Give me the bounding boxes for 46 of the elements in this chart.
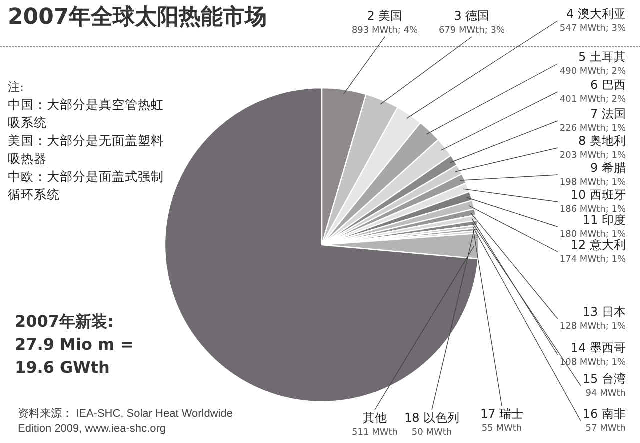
data-label: 128 MWth; 1% <box>560 322 626 332</box>
data-label: 893 MWth; 4% <box>352 26 418 36</box>
data-label: 57 MWth <box>586 424 626 434</box>
data-label: 401 MWth; 2% <box>560 95 626 105</box>
data-label: 94 MWth <box>586 389 626 399</box>
data-label: 490 MWth; 2% <box>560 67 626 77</box>
text: 中国：大部分是真空管热虹吸系统 <box>8 97 164 130</box>
text: 中欧：大部分是面盖式强制循环系统 <box>8 169 164 202</box>
pie-slice <box>164 87 479 402</box>
data-label: 55 MWth <box>482 424 522 434</box>
slice-label: 17 瑞士 <box>480 407 524 421</box>
text: 19.6 GWth <box>15 358 110 377</box>
slice-label: 10 西班牙 <box>570 188 626 202</box>
data-label: 174 MWth; 1% <box>560 255 626 265</box>
slice-label: 8 奥地利 <box>578 134 626 148</box>
data-label: 226 MWth; 1% <box>560 124 626 134</box>
data-label: 180 MWth; 1% <box>560 230 626 240</box>
slice-label: 13 日本 <box>582 305 626 319</box>
slice-label: 16 南非 <box>582 407 626 421</box>
data-label: 186 MWth; 1% <box>560 205 626 215</box>
slice-label: 2 美国 <box>367 9 403 23</box>
data-label: 198 MWth; 1% <box>560 178 626 188</box>
data-label: 511 MWth <box>352 428 398 438</box>
text: 注: <box>8 80 24 94</box>
slice-label: 11 印度 <box>582 213 626 227</box>
slice-label: 18 以色列 <box>404 411 460 425</box>
data-label: 50 MWth <box>412 428 452 438</box>
slice-label: 3 德国 <box>454 9 490 23</box>
chart-title: 2007年全球太阳热能市场 <box>8 4 268 30</box>
text: 2007年新装: <box>15 312 114 331</box>
slice-label: 15 台湾 <box>582 372 626 386</box>
slice-label: 7 法国 <box>590 107 626 121</box>
slice-label: 4 澳大利亚 <box>566 7 626 21</box>
text: 美国：大部分是无面盖塑料吸热器 <box>8 133 164 166</box>
data-label: 203 MWth; 1% <box>560 151 626 161</box>
data-label: 679 MWth; 3% <box>438 26 506 36</box>
text: 27.9 Mio m = <box>15 335 134 354</box>
text: 资料来源： IEA-SHC, Solar Heat Worldwide <box>18 407 233 420</box>
slice-label: 其他 <box>363 411 387 425</box>
slice-label: 12 意大利 <box>570 238 626 252</box>
slice-label: 9 希腊 <box>590 161 626 175</box>
slice-label: 6 巴西 <box>590 78 626 92</box>
text: Edition 2009, www.iea-shc.org <box>18 423 166 435</box>
slice-label: 14 墨西哥 <box>570 341 626 355</box>
slice-label: 5 土耳其 <box>578 50 626 64</box>
data-label: 547 MWth; 3% <box>560 24 626 34</box>
